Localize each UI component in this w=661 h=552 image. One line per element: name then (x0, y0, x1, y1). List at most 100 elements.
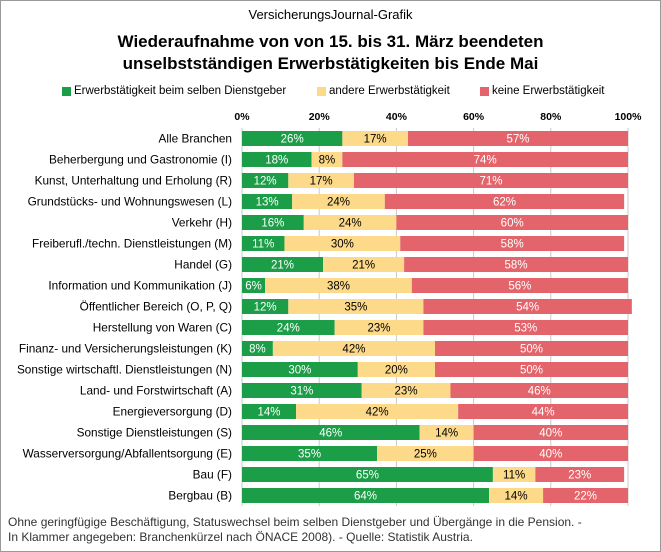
data-label: 17% (310, 176, 333, 188)
bar-segment (242, 488, 490, 503)
bar-segment (396, 215, 628, 230)
data-label: 35% (298, 449, 321, 461)
data-label: 17% (364, 134, 387, 146)
chart-source: VersicherungsJournal-Grafik (248, 7, 413, 22)
data-label: 46% (319, 428, 342, 440)
x-tick-label: 100% (615, 111, 643, 123)
data-label: 12% (254, 302, 277, 314)
data-label: 50% (520, 365, 543, 377)
bar-segment (242, 236, 285, 251)
bar-segment (423, 299, 632, 314)
category-label: Alle Branchen (159, 132, 232, 146)
category-label: Bergbau (B) (168, 489, 232, 503)
data-label: 35% (344, 302, 367, 314)
bar-segment (242, 257, 324, 272)
bar-segment (353, 173, 628, 188)
bar-segment (419, 425, 474, 440)
data-label: 26% (281, 134, 304, 146)
category-label: Bau (F) (193, 468, 232, 482)
category-label: Beherbergung und Gastronomie (I) (49, 153, 232, 167)
data-label: 30% (288, 365, 311, 377)
bar-segment (242, 446, 378, 461)
data-label: 53% (514, 323, 537, 335)
bar-segment (242, 131, 343, 146)
data-label: 58% (505, 260, 528, 272)
data-label: 20% (385, 365, 408, 377)
bar-segment (411, 278, 628, 293)
data-label: 24% (277, 323, 300, 335)
bar-segment (535, 467, 625, 482)
chart-legend: Erwerbstätigkeit beim selben Dienstgeber… (0, 85, 661, 99)
data-label: 30% (331, 239, 354, 251)
data-label: 13% (256, 197, 279, 209)
chart-title: Wiederaufnahme von von 15. bis 31. März … (0, 31, 661, 75)
bar-segment (404, 257, 628, 272)
bar-segment (473, 425, 628, 440)
bar-segment (435, 341, 628, 356)
data-label: 42% (366, 407, 389, 419)
data-label: 62% (493, 197, 516, 209)
data-label: 18% (265, 155, 288, 167)
data-label: 58% (501, 239, 524, 251)
data-label: 11% (503, 470, 525, 482)
bar-segment (407, 131, 628, 146)
data-label: 24% (339, 218, 362, 230)
bar-segment (377, 446, 474, 461)
category-label: Sonstige wirtschaftl. Dienstleistungen (… (17, 363, 232, 377)
data-label: 24% (327, 197, 350, 209)
bar-segment (400, 236, 625, 251)
x-tick-label: 20% (309, 111, 331, 123)
bar-segment (242, 173, 289, 188)
data-label: 31% (290, 386, 313, 398)
bar-segment (284, 236, 401, 251)
legend-label-same-employer: Erwerbstätigkeit beim selben Dienstgeber (74, 85, 287, 97)
legend-swatch-yellow (317, 86, 326, 96)
bar-segment (458, 404, 628, 419)
data-label: 64% (354, 491, 377, 503)
bar-segment (242, 425, 420, 440)
bar-segment (265, 278, 412, 293)
x-tick-label: 40% (386, 111, 408, 123)
chart-footnote: Ohne geringfügige Beschäftigung, Statusw… (8, 515, 653, 545)
bar-segment (489, 488, 544, 503)
data-label: 46% (528, 386, 551, 398)
data-label: 40% (539, 449, 562, 461)
data-label: 54% (516, 302, 539, 314)
bar-segment (357, 362, 435, 377)
data-label: 50% (520, 344, 543, 356)
data-label: 14% (505, 491, 528, 503)
data-label: 16% (261, 218, 284, 230)
x-tick-label: 0% (234, 111, 250, 123)
category-label: Land- und Forstwirtschaft (A) (80, 384, 232, 398)
data-label: 21% (352, 260, 375, 272)
bar-segment (450, 383, 628, 398)
bar-segment (272, 341, 435, 356)
category-label: Kunst, Unterhaltung und Erholung (R) (35, 174, 232, 188)
data-label: 42% (342, 344, 365, 356)
data-label: 60% (501, 218, 524, 230)
data-label: 65% (356, 470, 379, 482)
legend-item-same-employer: Erwerbstätigkeit beim selben Dienstgeber (62, 85, 286, 97)
data-label: 74% (474, 155, 497, 167)
data-label: 21% (271, 260, 294, 272)
legend-label-other-employment: andere Erwerbstätigkeit (329, 85, 450, 97)
data-label: 23% (568, 470, 591, 482)
footnote-line-2: In Klammer angegeben: Branchenkürzel nac… (8, 530, 473, 544)
category-label: Information und Kommunikation (J) (48, 279, 232, 293)
bar-segment (242, 362, 358, 377)
legend-item-other-employment: andere Erwerbstätigkeit (317, 85, 450, 97)
footnote-line-1: Ohne geringfügige Beschäftigung, Statusw… (8, 515, 582, 529)
bar-segment (242, 299, 289, 314)
bar-segment (242, 278, 266, 293)
bar-segment (292, 194, 385, 209)
legend-swatch-red (480, 86, 489, 96)
bar-segment (492, 467, 536, 482)
data-label: 44% (532, 407, 555, 419)
data-label: 14% (258, 407, 281, 419)
category-label: Energieversorgung (D) (113, 405, 232, 419)
legend-swatch-green (62, 86, 71, 96)
bar-segment (361, 383, 451, 398)
data-label: 38% (327, 281, 350, 293)
category-label: Öffentlicher Bereich (O, P, Q) (80, 300, 232, 314)
